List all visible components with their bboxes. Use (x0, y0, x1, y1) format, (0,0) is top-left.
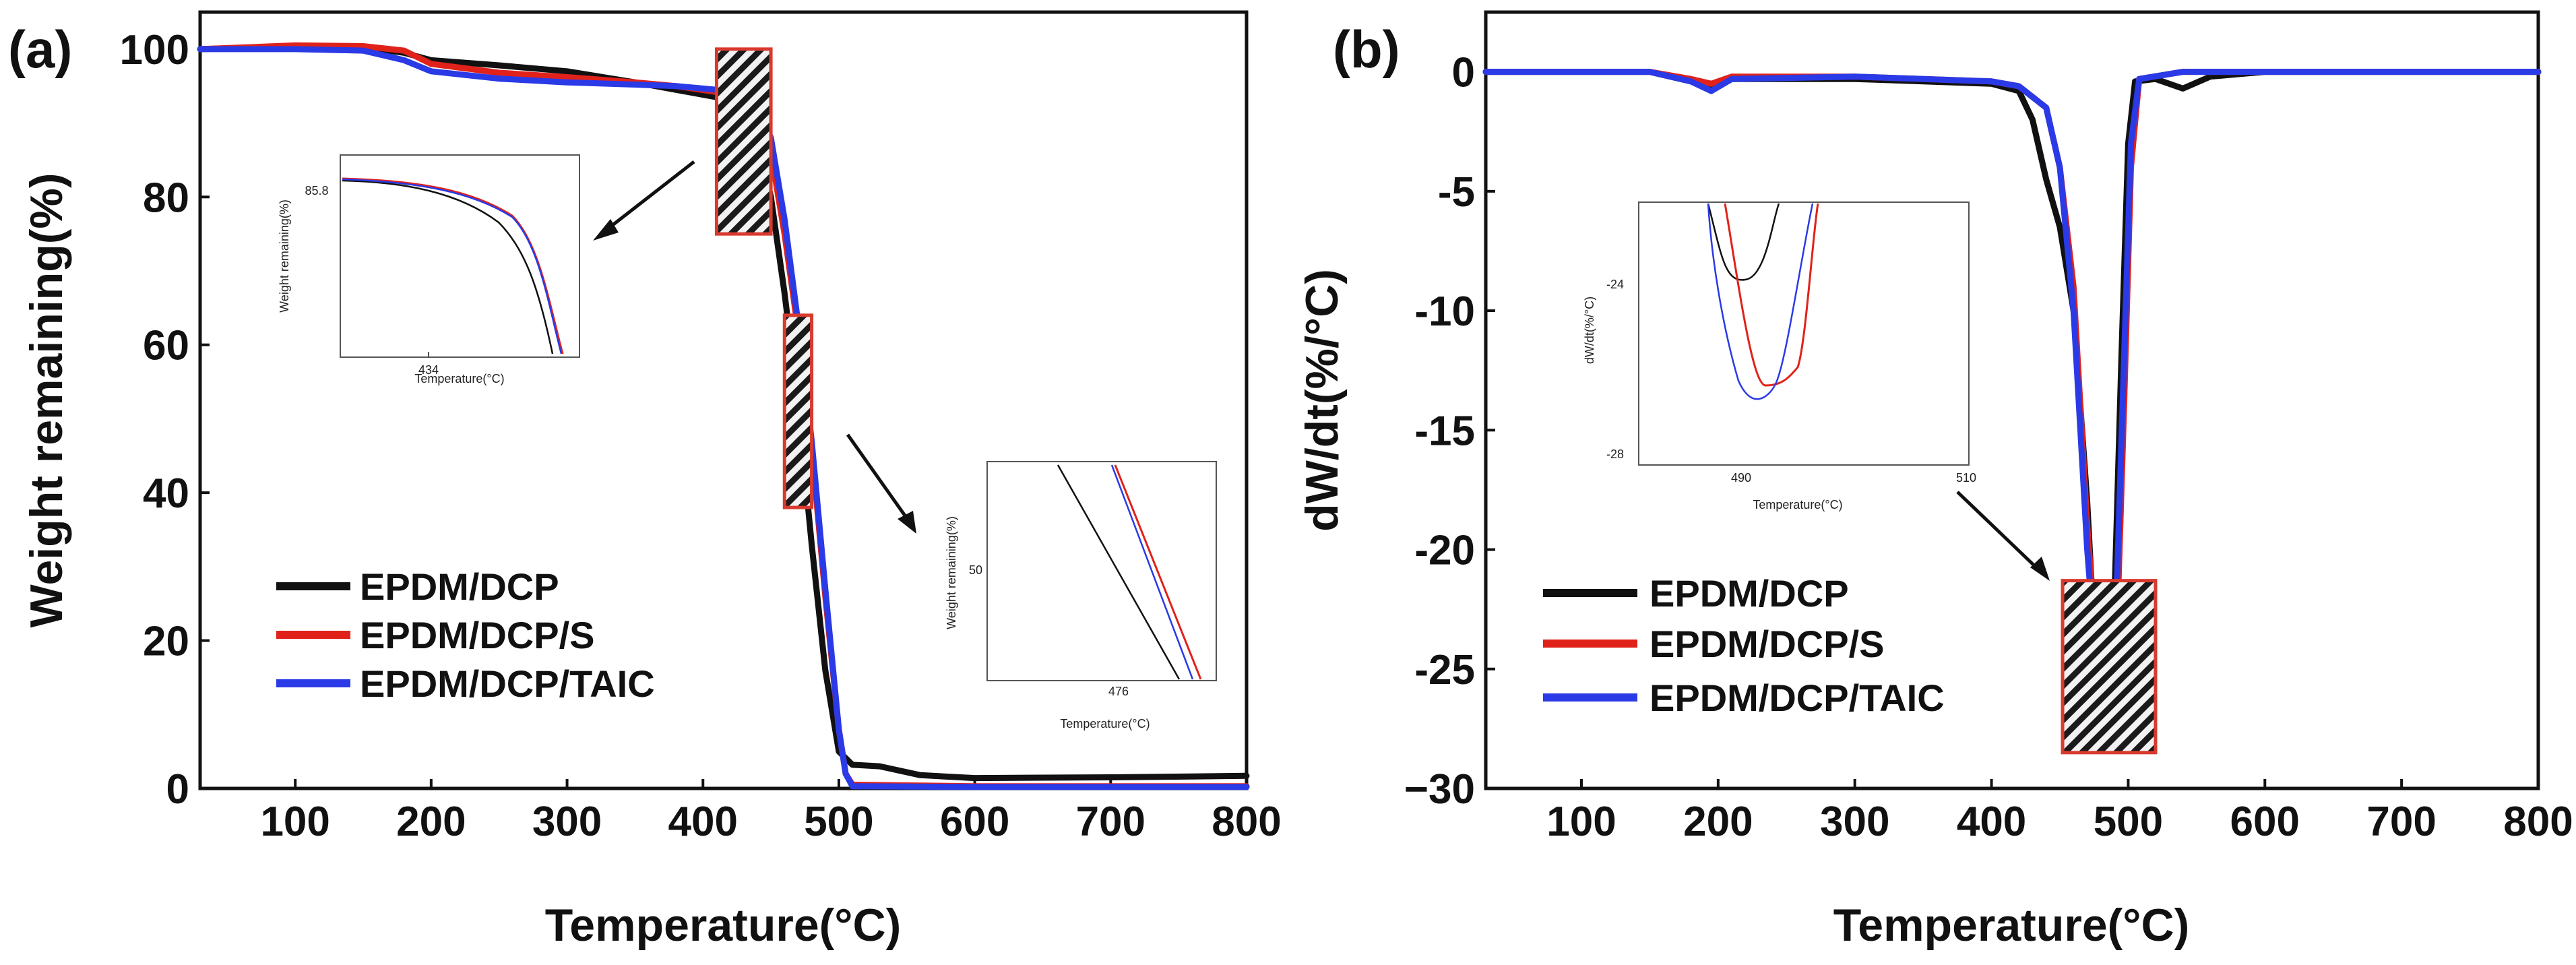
panel-b-arrows (1956, 491, 2050, 581)
panel-b-highlight-box (2061, 579, 2158, 755)
panel-b-y-tick-label: -5 (1438, 169, 1475, 216)
panel-b-x-tick-label: 200 (1683, 799, 1753, 845)
inset-3-y-title: dW/dt(%/°C) (1583, 297, 1596, 364)
legend-label-epdm-dcp: EPDM/DCP (1650, 572, 1849, 615)
legend-label-epdm-dcp-taic: EPDM/DCP/TAIC (360, 662, 655, 705)
panel-a-inset-2: 476 50 Temperature(°C) Weight remaining(… (945, 461, 1217, 730)
panel-b-legend: EPDM/DCP EPDM/DCP/S EPDM/DCP/TAIC (1543, 572, 1945, 719)
panel-b-series-epdm-dcp-taic (1482, 69, 2542, 727)
inset-1-y-tick: 85.8 (305, 184, 328, 197)
panel-b-series (1482, 69, 2542, 727)
panel-a-x-tick-label: 100 (260, 799, 329, 845)
panel-b-x-tick-label: 600 (2230, 799, 2300, 845)
panel-a-x-axis-title: Temperature(°C) (545, 900, 901, 951)
panel-a-y-tick-label: 40 (143, 470, 189, 517)
inset-3-x-tick-left: 490 (1731, 471, 1751, 485)
inset-2-curve-epdm-dcp-taic (1110, 464, 1194, 680)
panel-a-arrows (593, 160, 916, 534)
panel-a-inset-1: 434 85.8 Temperature(°C) Weight remainin… (278, 154, 580, 385)
panel-a-plot-frame (198, 10, 1249, 790)
panel-b-x-tick-label: 400 (1957, 799, 2026, 845)
panel-a-axis-ticks: 100 200 300 400 500 600 700 800 0 20 40 60 80 100 (120, 27, 1282, 845)
panel-b-label: (b) (1333, 20, 1400, 79)
inset-3-curve-epdm-dcp-taic (1707, 203, 1814, 400)
inset-3-curve-epdm-dcp (1707, 203, 1780, 281)
panel-b-x-tick-label: 100 (1546, 799, 1616, 845)
panel-b-y-tick-label: 0 (1452, 50, 1475, 96)
panel-b-y-tick-label: -25 (1414, 647, 1475, 693)
panel-a-y-tick-label: 80 (143, 175, 189, 221)
panel-a-highlight-box (782, 313, 814, 509)
inset-1-x-tick: 434 (418, 363, 439, 377)
panel-b-axis-ticks: 100 200 300 400 500 600 700 800 0 -5 -10 -15 -20 -25 −… (1404, 50, 2573, 845)
inset-2-x-title: Temperature(°C) (1060, 717, 1150, 730)
inset-1-curve-epdm-dcp-taic (342, 178, 563, 354)
inset-3-y-tick-top: -24 (1606, 278, 1624, 291)
legend-label-epdm-dcp-taic: EPDM/DCP/TAIC (1650, 677, 1945, 719)
inset-1-curve-epdm-dcp-s (342, 177, 564, 354)
inset-2-y-tick: 50 (969, 563, 982, 577)
arrow-to-inset-3 (1956, 491, 2040, 571)
panel-b-x-tick-label: 800 (2503, 799, 2573, 845)
legend-label-epdm-dcp-s: EPDM/DCP/S (1650, 623, 1885, 665)
panel-b-x-axis-title: Temperature(°C) (1833, 900, 2189, 951)
panel-a-y-tick-label: 100 (120, 27, 189, 73)
panel-a-y-axis-title: Weight remaining(%) (21, 173, 72, 628)
panel-b-y-tick-label: -10 (1414, 288, 1475, 335)
panel-b-y-tick-label: -20 (1414, 528, 1475, 574)
panel-a-y-tick-label: 0 (166, 766, 189, 813)
inset-2-curve-epdm-dcp (1057, 464, 1181, 680)
panel-b-inset: 490 510 -24 -28 Temperature(°C) dW/dt(%/… (1583, 201, 1976, 511)
inset-1-frame (340, 154, 580, 358)
inset-1-y-title: Weight remaining(%) (278, 199, 291, 313)
panel-b-y-tick-label: -15 (1414, 408, 1475, 454)
arrow-to-inset-1 (602, 160, 695, 234)
panel-a-highlight-boxes (714, 47, 814, 509)
panel-a-x-tick-label: 500 (804, 799, 873, 845)
inset-3-x-tick-right: 510 (1956, 471, 1976, 485)
inset-2-frame (986, 461, 1217, 681)
panel-a-label: (a) (8, 20, 72, 79)
panel-a-x-tick-label: 700 (1076, 799, 1145, 845)
panel-b-highlight-boxes (2061, 579, 2158, 755)
panel-b-x-tick-label: 300 (1820, 799, 1889, 845)
panel-a-x-tick-label: 800 (1212, 799, 1281, 845)
inset-3-y-tick-bottom: -28 (1606, 447, 1624, 461)
legend-label-epdm-dcp: EPDM/DCP (360, 565, 559, 608)
inset-2-y-title: Weight remaining(%) (945, 516, 958, 629)
inset-1-curve-epdm-dcp (342, 179, 554, 354)
panel-a-highlight-box (714, 47, 773, 236)
legend-label-epdm-dcp-s: EPDM/DCP/S (360, 614, 595, 656)
panel-b-x-tick-label: 500 (2094, 799, 2163, 845)
inset-2-curve-epdm-dcp-s (1114, 464, 1202, 680)
inset-3-x-title: Temperature(°C) (1753, 498, 1842, 511)
panel-a-chart: (a) 100 200 300 400 500 600 700 800020406080100… (8, 10, 1282, 951)
panel-b-x-tick-label: 700 (2366, 799, 2436, 845)
panel-a-y-tick-label: 60 (143, 323, 189, 369)
panel-a-y-tick-label: 20 (143, 619, 189, 665)
panel-a-x-tick-label: 400 (668, 799, 738, 845)
inset-3-curve-epdm-dcp-s (1724, 203, 1819, 387)
panel-a-x-tick-label: 600 (940, 799, 1009, 845)
panel-a-x-tick-label: 200 (396, 799, 466, 845)
inset-2-x-tick: 476 (1108, 685, 1129, 698)
panel-a-x-tick-label: 300 (532, 799, 602, 845)
inset-1-x-title: Temperature(°C) (414, 372, 504, 385)
panel-b-chart: (b) 100 200 300 400 500 600 700 800 0 -5 -10 -15 -20… (1296, 10, 2573, 951)
arrow-to-inset-2 (846, 433, 912, 524)
panel-b-y-axis-title: dW/dt(%/°C) (1296, 269, 1348, 532)
panel-b-y-tick-label: −30 (1404, 766, 1475, 813)
panel-b-plot-frame (1484, 10, 2540, 790)
panel-a-legend: EPDM/DCP EPDM/DCP/S EPDM/DCP/TAIC (276, 565, 655, 705)
